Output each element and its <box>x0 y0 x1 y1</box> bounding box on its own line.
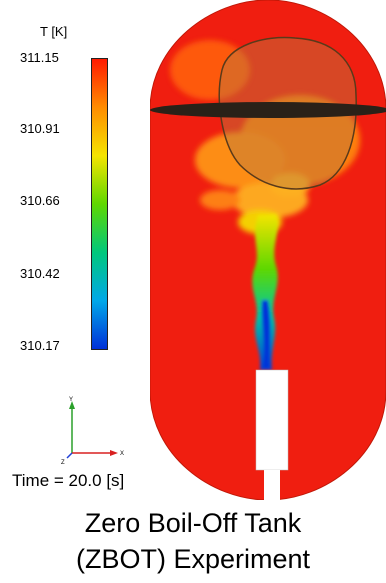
time-label: Time = 20.0 [s] <box>12 471 125 490</box>
axis-y-label: Y <box>69 397 73 403</box>
colorbar-tick-3: 310.66 <box>20 193 60 208</box>
caption-line-2: (ZBOT) Experiment <box>75 544 311 574</box>
caption-line-1: Zero Boil-Off Tank <box>84 508 302 538</box>
colorbar-tick-2: 310.91 <box>20 121 60 136</box>
colorbar-title: T [K] <box>40 24 68 39</box>
colorbar-tick-min: 310.17 <box>20 338 60 353</box>
tank-simulation-image <box>150 0 386 500</box>
axis-x-label: X <box>120 451 124 457</box>
colorbar-tick-4: 310.42 <box>20 266 60 281</box>
temperature-colorbar <box>91 58 108 350</box>
axis-triad-icon: Y X Z <box>61 397 124 466</box>
colorbar-tick-max: 311.15 <box>20 50 59 65</box>
caption: Zero Boil-Off Tank (ZBOT) Experiment <box>0 505 386 577</box>
axis-z-label: Z <box>61 460 65 466</box>
